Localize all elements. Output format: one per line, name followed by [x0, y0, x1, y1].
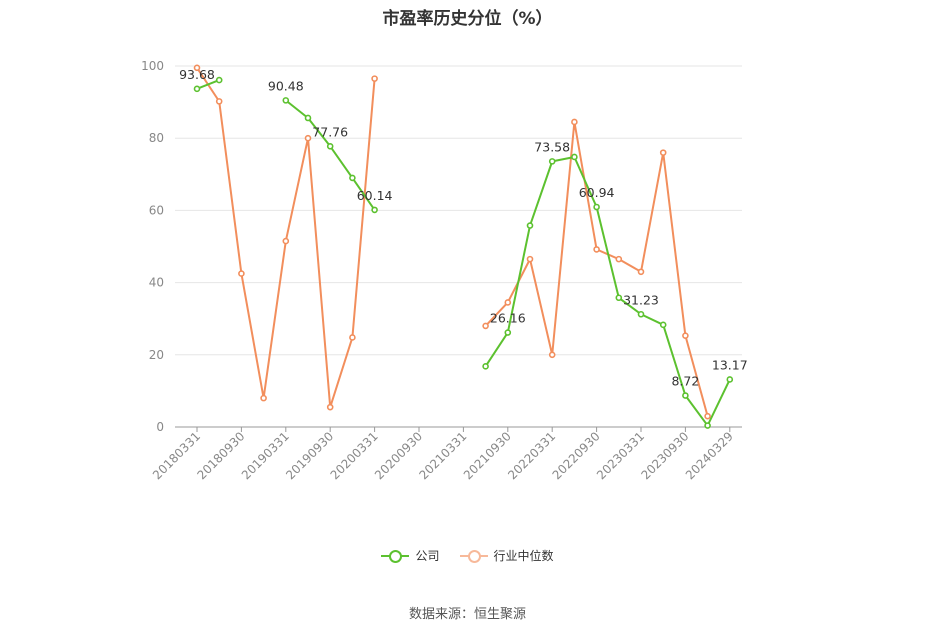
y-tick-label: 40	[149, 276, 164, 290]
industry-point	[571, 118, 578, 126]
legend-item-industry-median[interactable]: 行业中位数	[459, 547, 554, 564]
company-point	[659, 321, 667, 329]
y-tick-label: 0	[156, 420, 164, 434]
legend-company-label: 公司	[415, 549, 440, 563]
industry-point	[371, 75, 378, 82]
series-lines	[196, 67, 731, 427]
company-point	[593, 203, 600, 211]
industry-point	[349, 334, 356, 341]
company-point	[704, 422, 711, 429]
data-label: 93.68	[179, 67, 215, 82]
data-label: 8.72	[671, 374, 699, 389]
company-point	[482, 363, 489, 370]
x-tick-label: 20240329	[683, 429, 736, 482]
company-point	[371, 206, 378, 214]
company-point	[548, 158, 556, 165]
company-point	[726, 376, 734, 383]
y-tick-label: 100	[141, 59, 164, 73]
industry-point	[659, 149, 667, 156]
company-point	[326, 142, 334, 150]
company-point	[504, 329, 512, 336]
legend-industry-label: 行业中位数	[493, 549, 554, 563]
data-labels: 93.68 90.48 77.76 60.14 26.16 73.58 60.94 31.23…	[179, 67, 748, 389]
source-note: 数据来源：恒生聚源	[408, 607, 526, 622]
industry-point	[504, 299, 512, 306]
industry-point	[615, 255, 623, 263]
industry-point	[482, 322, 489, 330]
industry-point	[704, 412, 711, 420]
company-series-line	[484, 155, 731, 427]
industry-series-line	[196, 67, 376, 409]
industry-point	[193, 64, 201, 72]
industry-point	[548, 351, 556, 359]
legend-item-company[interactable]: 公司	[381, 547, 440, 564]
y-tick-label: 20	[149, 348, 164, 362]
company-point	[215, 76, 223, 84]
company-point	[193, 85, 201, 93]
company-point	[637, 310, 645, 318]
legend-company-marker	[381, 549, 410, 563]
industry-point	[304, 134, 312, 142]
industry-point	[282, 237, 290, 245]
data-label: 60.94	[579, 185, 615, 200]
y-tick-label: 80	[149, 131, 164, 145]
company-point	[571, 153, 578, 161]
industry-point	[215, 98, 223, 105]
industry-point	[682, 332, 689, 339]
y-tick-label: 60	[149, 203, 164, 217]
company-point	[526, 222, 534, 229]
data-label: 73.58	[534, 139, 570, 154]
grid-lines	[175, 65, 742, 356]
industry-point	[260, 394, 267, 402]
data-label: 77.76	[312, 124, 348, 139]
data-label: 60.14	[357, 188, 393, 203]
company-point	[682, 392, 689, 399]
company-point	[304, 114, 312, 122]
series-points	[193, 64, 734, 429]
industry-point	[637, 268, 645, 276]
data-label: 13.17	[712, 357, 748, 372]
chart-title: 市盈率历史分位（%）	[382, 9, 553, 29]
data-label: 31.23	[623, 292, 659, 307]
legend-industry-marker	[459, 549, 488, 563]
industry-series-line	[484, 120, 709, 417]
industry-point	[526, 255, 534, 263]
industry-point	[326, 403, 334, 411]
axes: 0204060801002018033120180930201903312019…	[141, 59, 742, 482]
chart-plot: 0204060801002018033120180930201903312019…	[141, 59, 748, 482]
company-point	[282, 97, 290, 104]
company-series-line	[196, 79, 220, 90]
data-label: 26.16	[490, 311, 526, 326]
industry-point	[593, 246, 600, 253]
company-point	[615, 294, 623, 302]
legend: 公司 行业中位数	[0, 547, 935, 564]
company-point	[349, 174, 356, 182]
data-label: 90.48	[268, 78, 304, 93]
industry-point	[238, 270, 245, 277]
